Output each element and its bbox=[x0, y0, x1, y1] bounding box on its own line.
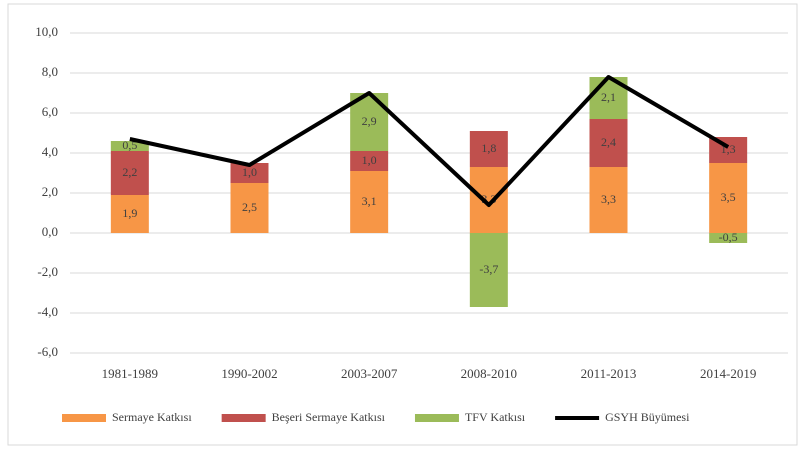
bar-segment bbox=[589, 119, 628, 167]
x-tick-label: 2003-2007 bbox=[341, 366, 398, 381]
bar-segment bbox=[230, 163, 269, 183]
x-tick-label: 2008-2010 bbox=[461, 366, 517, 381]
legend-label: Sermaye Katkısı bbox=[112, 410, 192, 424]
bar-segment bbox=[110, 141, 149, 151]
data-label: 1,0 bbox=[242, 165, 257, 179]
y-tick-label: 2,0 bbox=[42, 184, 58, 199]
data-label: 3,3 bbox=[601, 192, 616, 206]
bar-segment bbox=[350, 171, 389, 233]
bar-segment bbox=[350, 151, 389, 171]
bar-segment bbox=[589, 167, 628, 233]
legend-swatch bbox=[62, 414, 106, 422]
data-label: 1,9 bbox=[122, 206, 137, 220]
data-label: -0,5 bbox=[719, 230, 738, 244]
y-tick-label: 10,0 bbox=[35, 24, 58, 39]
data-label: 3,1 bbox=[362, 194, 377, 208]
bar-segment bbox=[709, 163, 748, 233]
data-label: 2,5 bbox=[242, 200, 257, 214]
data-label: -3,7 bbox=[479, 262, 498, 276]
y-tick-label: 6,0 bbox=[42, 104, 58, 119]
data-label: 2,1 bbox=[601, 90, 616, 104]
y-tick-label: -2,0 bbox=[37, 264, 58, 279]
y-tick-label: -6,0 bbox=[37, 344, 58, 359]
legend-swatch bbox=[414, 414, 459, 422]
data-label: 3,5 bbox=[721, 190, 736, 204]
legend-label: Beşeri Sermaye Katkısı bbox=[272, 410, 386, 424]
y-tick-label: 4,0 bbox=[42, 144, 58, 159]
data-label: 1,0 bbox=[362, 153, 377, 167]
y-tick-label: 8,0 bbox=[42, 64, 58, 79]
y-tick-label: 0,0 bbox=[42, 224, 58, 239]
data-label: 1,8 bbox=[481, 141, 496, 155]
bar-segment bbox=[230, 183, 269, 233]
x-tick-label: 1990-2002 bbox=[221, 366, 277, 381]
legend-label: GSYH Büyümesi bbox=[605, 410, 690, 424]
data-label: 2,9 bbox=[362, 114, 377, 128]
x-tick-label: 1981-1989 bbox=[102, 366, 158, 381]
y-tick-label: -4,0 bbox=[37, 304, 58, 319]
bar-segment bbox=[469, 131, 508, 167]
bar-segment bbox=[110, 195, 149, 233]
data-label: 2,2 bbox=[122, 165, 137, 179]
bar-segment bbox=[469, 233, 508, 307]
bar-segment bbox=[709, 233, 748, 243]
x-tick-label: 2014-2019 bbox=[700, 366, 756, 381]
legend-label: TFV Katkısı bbox=[465, 410, 526, 424]
x-tick-label: 2011-2013 bbox=[581, 366, 637, 381]
legend-swatch bbox=[221, 414, 266, 422]
bar-segment bbox=[469, 167, 508, 233]
line-series bbox=[129, 75, 730, 207]
bar-segment bbox=[110, 151, 149, 195]
data-label: 2,4 bbox=[601, 135, 616, 149]
